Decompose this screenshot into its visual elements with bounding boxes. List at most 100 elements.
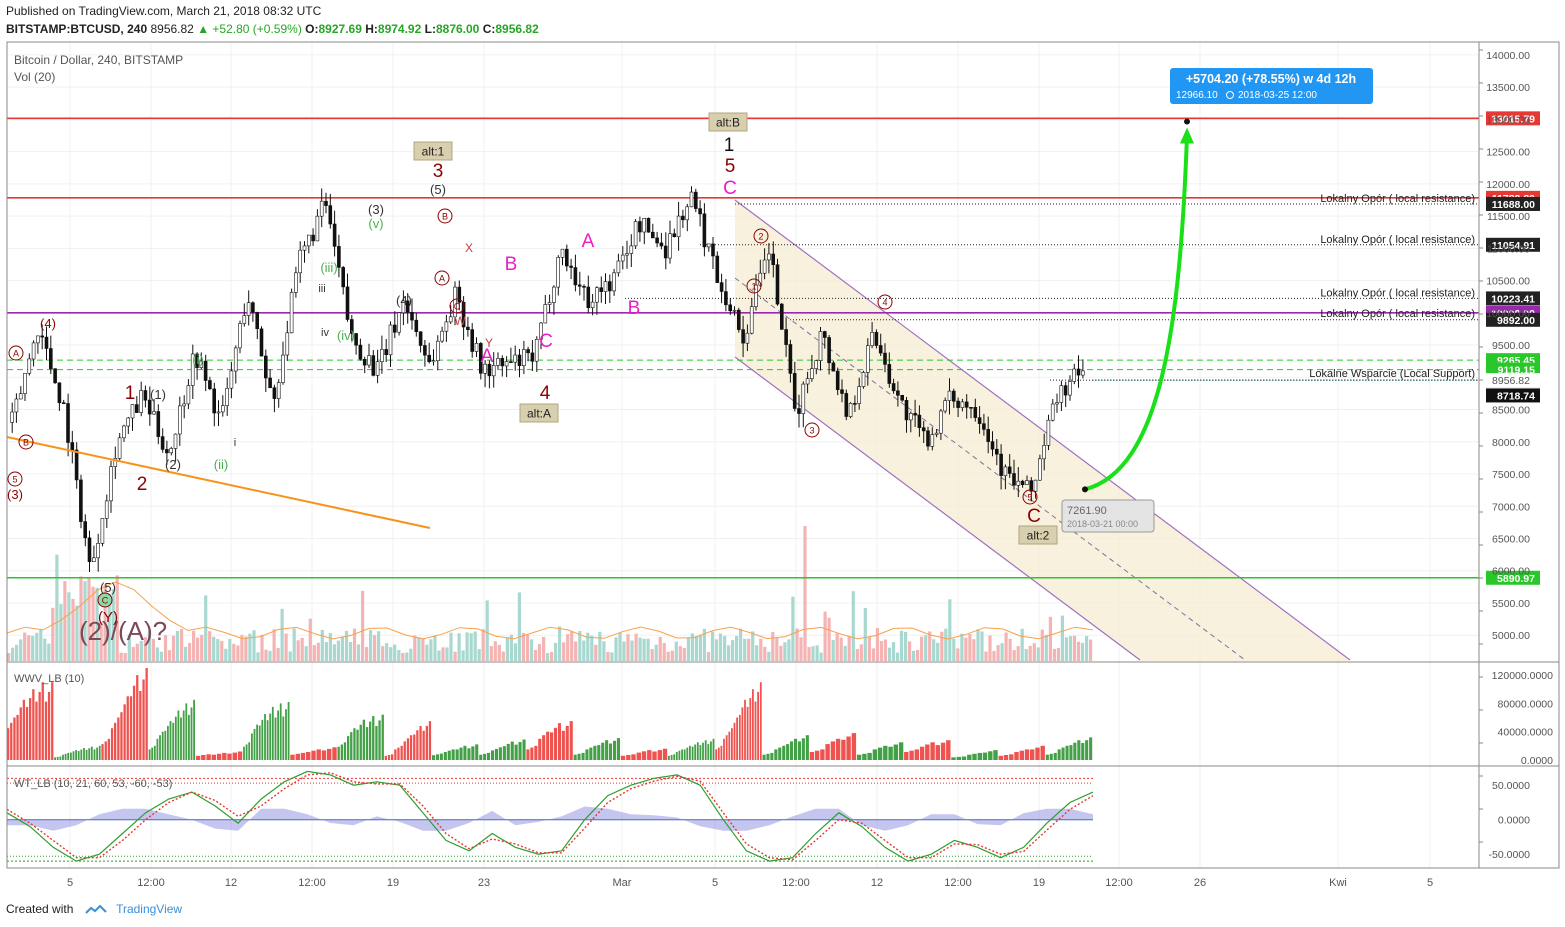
wwv-bar bbox=[673, 754, 676, 760]
x-tick-label: 5 bbox=[1427, 877, 1433, 889]
candle-body bbox=[169, 448, 173, 454]
y-tick-label: 10500.00 bbox=[1486, 276, 1530, 288]
x-tick-label: Kwi bbox=[1329, 877, 1347, 889]
wwv-bar bbox=[282, 716, 285, 760]
wwv-bar bbox=[129, 696, 133, 760]
volume-bar bbox=[1064, 637, 1068, 661]
volume-bar bbox=[308, 618, 312, 661]
candle-body bbox=[805, 378, 810, 385]
volume-bar bbox=[928, 631, 932, 661]
volume-bar bbox=[127, 634, 131, 661]
candle-body bbox=[410, 311, 414, 321]
wave-label: (v) bbox=[368, 216, 383, 231]
candle-body bbox=[341, 267, 346, 288]
candle-body bbox=[178, 405, 182, 435]
candle-body bbox=[156, 411, 161, 437]
volume-bar bbox=[497, 644, 501, 661]
wwv-bar bbox=[172, 722, 175, 760]
circled-wave-label: A bbox=[13, 349, 19, 359]
candle-body bbox=[461, 301, 466, 328]
wwv-bar bbox=[206, 754, 211, 760]
volume-bar bbox=[196, 637, 200, 661]
volume-bar bbox=[650, 649, 654, 661]
y-tick-label: 12500.00 bbox=[1486, 147, 1530, 159]
wwv-bar bbox=[98, 745, 101, 760]
wwv-bar bbox=[327, 748, 332, 760]
candle-body bbox=[311, 234, 315, 242]
volume-bar bbox=[401, 653, 405, 661]
wwv-bar bbox=[904, 752, 909, 760]
candle-body bbox=[444, 321, 449, 332]
candle-body bbox=[513, 354, 518, 363]
candle-body bbox=[986, 429, 991, 442]
candle-body bbox=[109, 466, 113, 502]
circled-wave-marker bbox=[437, 208, 453, 224]
wwv-bar bbox=[271, 706, 274, 760]
level-price-label: 5890.97 bbox=[1497, 573, 1535, 585]
wave-label: (5) bbox=[100, 580, 116, 595]
candle-body bbox=[173, 433, 178, 449]
candle-body bbox=[212, 388, 216, 414]
volume-bar bbox=[948, 599, 952, 661]
candle-body bbox=[779, 303, 784, 330]
candle-body bbox=[878, 345, 883, 354]
volume-bar bbox=[373, 635, 377, 661]
candle-body bbox=[298, 249, 303, 274]
volume-bar bbox=[662, 643, 666, 661]
wwv-bar bbox=[54, 757, 56, 760]
wwv-bar bbox=[1003, 755, 1009, 760]
volume-bar bbox=[107, 593, 111, 661]
volume-bar bbox=[268, 650, 272, 661]
open-value: 8927.69 bbox=[318, 22, 362, 36]
wwv-bar bbox=[295, 753, 300, 760]
wwv-bar bbox=[675, 752, 678, 760]
wwv-bar bbox=[356, 729, 359, 760]
volume-bar bbox=[875, 628, 879, 661]
circled-wave-label: 5 bbox=[1027, 493, 1032, 503]
volume-bar bbox=[944, 628, 948, 661]
wwv-bar bbox=[475, 744, 479, 760]
candle-body bbox=[749, 306, 754, 334]
volume-bar bbox=[594, 644, 598, 661]
volume-bar bbox=[1085, 636, 1089, 661]
x-tick-label: 12 bbox=[871, 877, 883, 889]
volume-bar bbox=[626, 634, 630, 661]
volume-bar bbox=[936, 642, 940, 661]
wwv-bar bbox=[553, 727, 557, 760]
candle-body bbox=[1063, 385, 1068, 396]
y-tick-label: 14000.00 bbox=[1486, 50, 1530, 62]
circled-wave-marker bbox=[746, 278, 762, 294]
volume-bar bbox=[449, 632, 453, 661]
wwv-bar bbox=[110, 728, 114, 760]
candle-body bbox=[642, 218, 647, 233]
wwv-bar bbox=[413, 734, 416, 760]
candle-body bbox=[117, 437, 122, 459]
volume-bar bbox=[332, 644, 336, 661]
candle-body bbox=[500, 357, 505, 367]
wave-label: 1 bbox=[125, 383, 136, 404]
wwv-bar bbox=[70, 752, 72, 760]
wwv-bar bbox=[403, 741, 406, 760]
candle-body bbox=[1025, 480, 1029, 485]
level-price-label: 11054.91 bbox=[1492, 240, 1535, 252]
volume-bar bbox=[71, 598, 75, 661]
volume-bar bbox=[968, 634, 972, 661]
candle-body bbox=[990, 441, 995, 450]
candle-body bbox=[926, 430, 930, 447]
candle-body bbox=[564, 248, 569, 267]
volume-bar bbox=[932, 639, 936, 661]
wwv-bar bbox=[114, 722, 117, 760]
volume-bar bbox=[312, 645, 316, 661]
volume-bar bbox=[654, 644, 658, 661]
volume-bar bbox=[244, 636, 248, 661]
volume-bar bbox=[23, 632, 27, 661]
brand-link[interactable]: TradingView bbox=[116, 902, 183, 916]
wwv-bar bbox=[935, 745, 940, 760]
candle-body bbox=[276, 382, 281, 399]
candle-body bbox=[1055, 402, 1059, 405]
candle-body bbox=[663, 245, 668, 259]
candle-body bbox=[195, 353, 199, 368]
volume-bar bbox=[175, 630, 180, 661]
wwv-bar bbox=[188, 714, 190, 760]
